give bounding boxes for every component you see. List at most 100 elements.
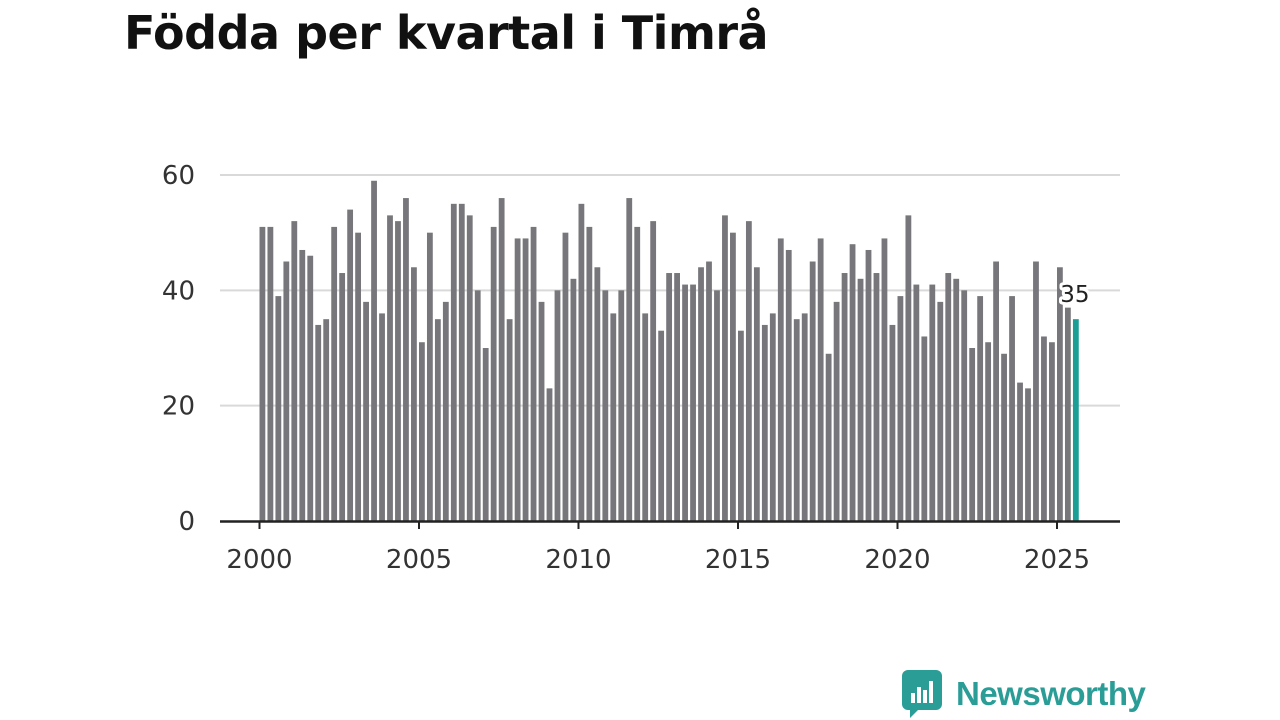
bar <box>897 296 904 521</box>
x-tick-label: 2020 <box>864 545 930 575</box>
bar <box>761 324 768 521</box>
bar <box>267 226 274 521</box>
bar <box>395 221 401 521</box>
bar <box>283 261 290 521</box>
bar <box>275 296 282 521</box>
y-tick-label: 60 <box>162 161 195 191</box>
bar <box>849 244 856 521</box>
bar <box>419 342 425 521</box>
bar <box>642 313 649 521</box>
bar <box>442 301 449 521</box>
bar <box>594 267 601 521</box>
bar <box>291 221 298 521</box>
y-tick-label: 40 <box>162 276 195 306</box>
bar <box>610 313 617 521</box>
bar <box>961 290 968 521</box>
bar <box>745 221 752 521</box>
bar <box>602 290 609 521</box>
bar <box>1041 336 1047 521</box>
bar <box>658 330 665 521</box>
newsworthy-logo-text: Newsworthy <box>956 675 1146 712</box>
bar <box>586 226 593 521</box>
bar <box>666 273 673 521</box>
bar <box>650 221 657 521</box>
bar <box>825 353 832 521</box>
tick-labels: 0 20 40 60 2000 2005 2010 2015 2020 2025 35 <box>162 161 1093 575</box>
bar <box>873 273 880 521</box>
bar <box>387 215 393 521</box>
bar <box>618 290 625 521</box>
bar <box>833 301 840 521</box>
bar <box>626 198 633 521</box>
bar <box>881 238 888 521</box>
bar <box>490 226 497 521</box>
bar <box>1033 261 1039 521</box>
bars <box>259 180 1079 522</box>
bar <box>514 238 521 521</box>
bar <box>913 284 920 521</box>
newsworthy-logo-icon <box>902 670 942 718</box>
bar <box>259 226 266 521</box>
bar <box>1001 353 1007 521</box>
bar <box>371 180 377 521</box>
bar <box>785 249 792 521</box>
x-tick-label: 2015 <box>705 545 771 575</box>
bar <box>315 324 322 521</box>
bar <box>777 238 784 521</box>
bar <box>426 232 433 522</box>
bar <box>698 267 704 521</box>
bar <box>1025 388 1031 521</box>
bar <box>403 198 409 521</box>
bar <box>817 238 824 521</box>
bar <box>1017 382 1023 521</box>
bar <box>578 203 585 521</box>
bar <box>562 232 569 522</box>
bar <box>738 330 744 521</box>
bar <box>458 203 465 521</box>
bar <box>331 226 338 521</box>
bar <box>363 301 369 521</box>
bar <box>307 255 314 522</box>
bar <box>857 278 864 521</box>
bar <box>945 273 952 521</box>
bar <box>554 290 561 521</box>
bar <box>538 301 545 521</box>
bar <box>1057 267 1063 521</box>
bar <box>921 336 928 521</box>
bar <box>905 215 912 521</box>
bar-highlight <box>1072 319 1079 521</box>
newsworthy-logo: Newsworthy <box>902 670 1146 718</box>
x-tick-label: 2025 <box>1024 545 1090 575</box>
bar <box>379 313 385 521</box>
bar <box>993 261 999 521</box>
bar <box>937 301 944 521</box>
bar <box>474 290 481 521</box>
bar <box>498 198 505 521</box>
bar <box>985 342 992 521</box>
bar <box>977 296 984 521</box>
bar <box>793 319 800 521</box>
axes <box>220 520 1120 529</box>
bar <box>809 261 816 521</box>
bar <box>546 388 553 521</box>
x-tick-label: 2000 <box>226 545 292 575</box>
bar <box>1049 342 1055 521</box>
bar <box>355 232 361 522</box>
bar <box>841 273 848 521</box>
bar <box>722 215 728 521</box>
bar <box>522 238 529 521</box>
bar <box>929 284 936 521</box>
bar <box>706 261 712 521</box>
bar <box>714 290 720 521</box>
chart-title: Födda per kvartal i Timrå <box>124 6 769 60</box>
bar <box>690 284 696 521</box>
bar <box>482 348 489 521</box>
bar <box>953 278 960 521</box>
x-tick-label: 2005 <box>386 545 452 575</box>
bar <box>466 215 473 521</box>
bar <box>339 273 346 521</box>
bar <box>570 278 577 521</box>
bar <box>323 319 330 521</box>
bar <box>801 313 808 521</box>
